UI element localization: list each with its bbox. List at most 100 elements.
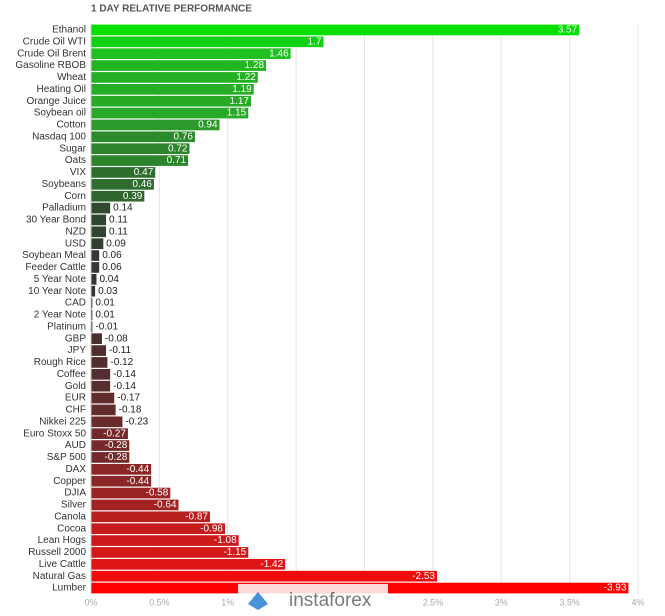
- category-label: Corn: [64, 191, 86, 202]
- category-label: Soybeans: [42, 179, 86, 190]
- value-label: -1.15: [223, 547, 246, 558]
- bar: [91, 475, 152, 487]
- bar: [91, 321, 93, 333]
- bar: [91, 523, 226, 535]
- category-label: Copper: [53, 476, 86, 487]
- bar: [91, 416, 123, 428]
- category-label: AUD: [65, 440, 86, 451]
- value-label: 0.94: [198, 120, 218, 131]
- bar: [91, 143, 190, 155]
- value-label: -0.12: [110, 357, 133, 368]
- category-label: Soybean Meal: [22, 250, 86, 261]
- value-label: -0.98: [200, 523, 223, 534]
- value-label: 0.11: [109, 226, 128, 237]
- bar: [91, 309, 93, 321]
- x-tick-label: 3.5%: [559, 597, 580, 607]
- value-label: -1.42: [260, 559, 283, 570]
- value-label: -0.58: [146, 488, 169, 499]
- category-label: Silver: [61, 500, 87, 511]
- value-label: -0.01: [95, 321, 118, 332]
- category-label: Cotton: [57, 120, 86, 131]
- bar: [91, 558, 286, 570]
- category-label: Gasoline RBOB: [15, 60, 86, 71]
- bar: [91, 95, 251, 107]
- bar: [91, 273, 97, 285]
- bar: [91, 24, 580, 36]
- category-label: Platinum: [47, 321, 86, 332]
- value-label: 0.39: [123, 191, 143, 202]
- value-label: -0.28: [104, 440, 127, 451]
- bar: [91, 48, 291, 60]
- category-label: JPY: [68, 345, 87, 356]
- category-label: Coffee: [57, 369, 87, 380]
- value-label: 0.47: [134, 167, 154, 178]
- category-label: DAX: [65, 464, 86, 475]
- bar: [91, 214, 107, 226]
- category-label: Natural Gas: [33, 571, 86, 582]
- x-tick-label: 4%: [631, 597, 644, 607]
- x-tick-label: 0.5%: [149, 597, 170, 607]
- bar: [91, 119, 220, 131]
- bar: [91, 190, 145, 202]
- bar: [91, 297, 93, 309]
- category-label: 30 Year Bond: [26, 215, 86, 226]
- bar: [91, 570, 437, 582]
- value-label: -0.18: [119, 405, 142, 416]
- value-label: 1.17: [230, 96, 250, 107]
- value-label: 0.46: [132, 179, 152, 190]
- value-label: 0.03: [98, 286, 118, 297]
- value-label: 0.14: [113, 203, 133, 214]
- bar: [91, 404, 116, 416]
- category-label: Gold: [65, 381, 86, 392]
- category-label: Live Cattle: [39, 559, 87, 570]
- category-label: CHF: [65, 405, 86, 416]
- value-label: 0.04: [99, 274, 119, 285]
- category-label: Rough Rice: [34, 357, 87, 368]
- value-label: 0.01: [95, 298, 115, 309]
- bar: [91, 107, 249, 119]
- watermark-text: instaforex: [289, 590, 372, 611]
- chart-title: 1 DAY RELATIVE PERFORMANCE: [91, 4, 252, 15]
- category-label: Palladium: [42, 203, 86, 214]
- category-label: Euro Stoxx 50: [23, 428, 86, 439]
- bar: [91, 226, 107, 238]
- value-label: -0.44: [126, 476, 149, 487]
- bar: [91, 155, 189, 166]
- bar: [91, 428, 128, 440]
- category-label: Nikkei 225: [39, 416, 86, 427]
- x-tick-label: 0%: [84, 597, 97, 607]
- value-label: -1.08: [214, 535, 237, 546]
- category-label: CAD: [65, 298, 86, 309]
- value-label: -0.44: [126, 464, 149, 475]
- value-label: 0.72: [168, 143, 188, 154]
- value-label: 1.15: [227, 108, 247, 119]
- value-label: -2.53: [412, 571, 435, 582]
- bar: [91, 250, 100, 261]
- value-label: -0.14: [113, 369, 136, 380]
- category-label: DJIA: [64, 488, 86, 499]
- category-label: Nasdaq 100: [32, 131, 86, 142]
- value-label: -0.23: [125, 416, 148, 427]
- value-label: 1.7: [308, 36, 322, 47]
- value-label: -0.11: [109, 345, 131, 356]
- bar: [91, 463, 152, 475]
- category-label: Heating Oil: [37, 84, 86, 95]
- value-label: 3.57: [558, 25, 578, 36]
- category-label: EUR: [65, 393, 86, 404]
- bar: [91, 262, 100, 273]
- watermark-logo: [248, 592, 268, 610]
- category-label: 5 Year Note: [34, 274, 87, 285]
- category-label: GBP: [65, 333, 86, 344]
- bar: [91, 535, 239, 546]
- value-label: -0.08: [105, 333, 128, 344]
- category-label: Crude Oil WTI: [23, 36, 86, 47]
- value-label: 0.06: [102, 262, 122, 273]
- category-label: 2 Year Note: [34, 310, 87, 321]
- bar: [91, 345, 107, 356]
- value-label: -0.28: [104, 452, 127, 463]
- value-label: 0.01: [95, 310, 115, 321]
- value-label: 0.09: [106, 238, 126, 249]
- category-label: Canola: [54, 511, 86, 522]
- bar: [91, 83, 254, 95]
